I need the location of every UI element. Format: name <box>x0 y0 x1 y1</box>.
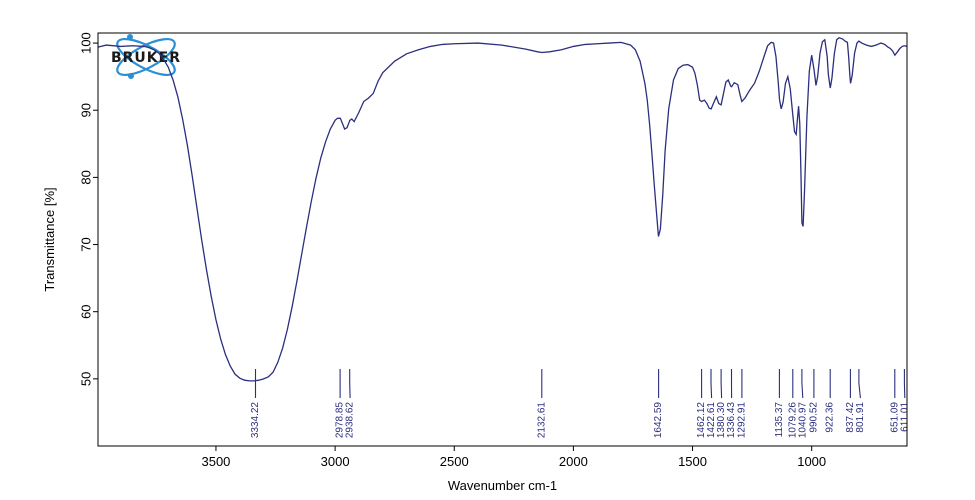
bruker-logo: BRUKER <box>111 34 181 79</box>
peak-label: 1422.61 <box>706 402 717 439</box>
peak-label: 837.42 <box>845 402 856 433</box>
y-tick-label: 70 <box>79 237 94 251</box>
y-tick-label: 50 <box>79 372 94 386</box>
peak-label: 1336.43 <box>726 402 737 439</box>
peak-label: 1040.97 <box>797 402 808 439</box>
peak-label: 1292.91 <box>736 402 747 439</box>
logo-dot-bottom <box>128 73 134 79</box>
x-tick-label: 1000 <box>797 454 826 469</box>
peak-label: 651.09 <box>889 402 900 433</box>
x-tick-label: 3500 <box>201 454 230 469</box>
y-tick-label: 90 <box>79 103 94 117</box>
logo-dot-top <box>127 34 133 40</box>
y-tick-label: 60 <box>79 304 94 318</box>
x-axis-ticks: 3500 3000 2500 2000 1500 1000 <box>201 446 826 469</box>
peak-label: 801.91 <box>855 402 866 433</box>
x-tick-label: 1500 <box>678 454 707 469</box>
x-tick-label: 3000 <box>321 454 350 469</box>
peak-label: 1380.30 <box>716 402 727 439</box>
spectrum-line <box>97 36 908 382</box>
peak-label: 2132.61 <box>536 402 547 439</box>
peak-label: 2938.62 <box>345 402 356 439</box>
peak-label: 1079.26 <box>787 402 798 439</box>
y-tick-label: 100 <box>79 32 94 54</box>
peak-label: 1462.12 <box>696 402 707 439</box>
logo-text: BRUKER <box>111 50 181 66</box>
plot-frame <box>97 32 908 447</box>
peak-label: 1135.37 <box>774 402 785 438</box>
peak-label: 611.01 <box>899 402 910 432</box>
peak-label: 990.52 <box>808 402 819 433</box>
peak-marker-line <box>858 369 861 399</box>
x-tick-label: 2500 <box>440 454 469 469</box>
peak-label: 1642.59 <box>653 402 664 439</box>
y-tick-label: 80 <box>79 170 94 184</box>
peak-markers: 3334.22 2978.85 2938.62 2132.61 1642.59 1462.… <box>250 369 910 438</box>
peak-label: 2978.85 <box>335 402 346 439</box>
peak-label: 3334.22 <box>250 402 261 439</box>
peak-marker-line <box>720 369 723 399</box>
peak-marker-line <box>710 369 713 399</box>
x-axis-title: Wavenumber cm-1 <box>448 478 557 493</box>
y-axis-ticks: 50 60 70 80 90 100 <box>79 32 98 386</box>
y-axis-title: Transmittance [%] <box>42 187 57 291</box>
logo-orbit-left <box>116 38 176 76</box>
peak-marker-line <box>801 369 804 399</box>
logo-orbit-right <box>116 38 176 76</box>
x-tick-label: 2000 <box>559 454 588 469</box>
peak-label: 922.36 <box>825 402 836 433</box>
